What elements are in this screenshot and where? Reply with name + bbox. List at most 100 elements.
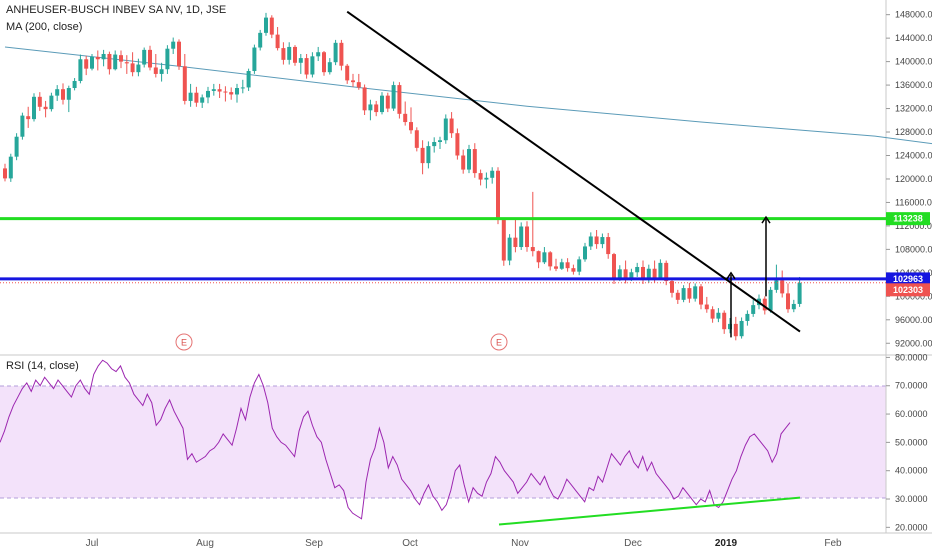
candle-body [3,168,7,179]
time-tick-label: Oct [402,538,418,549]
chart-title: ANHEUSER-BUSCH INBEV SA NV, 1D, JSE [6,4,227,16]
candle-body [414,130,419,148]
candle-body [739,320,744,337]
candle-body [559,262,564,269]
candle-body [217,89,222,92]
price-badge-blue: 102963 [886,272,930,286]
candle-body [577,259,582,272]
rsi-tick-label: 20.0000 [895,522,928,532]
candle-body [693,286,698,299]
candle-body [710,309,715,319]
candle-body [287,46,292,60]
candle-body [188,92,193,101]
candle-body [84,59,89,69]
time-tick-label: Feb [824,538,842,549]
candle-body [124,62,129,64]
rsi-divergence-line[interactable] [498,496,801,526]
rsi-overbought-oversold-band [0,386,886,498]
candle-body [420,147,425,164]
candle-body [148,49,152,68]
rsi-axis[interactable]: 20.0000 30.0000 40.0000 50.0000 60.0000 70.00… [886,352,928,532]
candle-body [571,268,576,272]
candle-body [269,17,274,35]
candle-body [606,237,611,255]
candle-body [275,34,280,49]
rsi-tick-label: 60.0000 [895,409,928,419]
candle-body [733,323,738,337]
candle-body [565,262,570,269]
candle-body [339,42,344,66]
price-tick-label: 120000.0000 [895,174,932,184]
candle-body [368,104,373,111]
candle-body [182,66,187,101]
candle-body [675,292,680,300]
candle-body [588,236,593,247]
candle-body [670,281,674,293]
candle-body [513,237,518,248]
candle-body [403,113,408,123]
price-badge-last: 102303 [886,283,930,297]
candle-body [449,118,454,134]
ma-legend[interactable]: MA (200, close) [6,21,83,33]
candle-body [194,92,199,103]
candle-body [107,53,112,70]
candle-body [223,91,228,93]
candle-body [298,58,303,63]
candle-body [322,52,326,73]
rsi-tick-label: 40.0000 [895,466,928,476]
candle-body [264,17,268,33]
candle-body [455,133,460,156]
downtrend-line[interactable] [346,10,801,333]
price-tick-label: 128000.0000 [895,127,932,137]
candle-body [90,56,94,69]
price-tick-label: 100000.0000 [895,291,932,301]
candle-body [745,313,750,321]
time-tick-label: Nov [511,538,529,549]
candle-body [478,173,483,180]
candle-body [153,67,158,74]
candle-body [443,118,448,141]
candle-body [501,219,506,261]
candle-body [472,149,477,174]
candle-body [37,96,42,107]
candle-body [507,237,512,261]
candle-body [635,266,640,273]
candle-body [542,252,547,263]
candle-body [484,177,489,180]
candle-body [617,269,622,280]
rsi-legend[interactable]: RSI (14, close) [6,360,79,372]
price-tick-label: 92000.0000 [895,338,932,348]
candle-body [136,64,141,73]
time-tick-label: Sep [305,538,323,549]
candle-body [72,80,77,89]
candle-body [142,49,147,65]
arrow-head [726,271,736,280]
candle-body [14,136,19,157]
time-tick-label: Jul [86,538,99,549]
candle-body [240,87,245,89]
candle-body [356,82,361,88]
candle-body [130,63,135,73]
candle-body [525,226,529,248]
candle-body [519,226,524,248]
candle-body [43,106,48,110]
price-tick-label: 132000.0000 [895,104,932,114]
candle-body [797,282,802,304]
candle-body [206,90,210,98]
candle-body [461,155,466,170]
time-tick-label: 2019 [715,538,738,549]
candle-body [548,252,553,267]
last-price-label: 102303 [893,285,923,295]
candle-body [762,298,767,311]
earnings-circle [175,333,193,351]
candle-body [594,236,599,245]
candle-body [629,272,634,279]
price-tick-label: 124000.0000 [895,150,932,160]
candle-body [652,268,657,278]
time-axis[interactable]: Jul Aug Sep Oct Nov Dec 2019 Feb [86,538,842,549]
candle-body [623,269,628,279]
candle-body [426,146,431,164]
price-tick-label: 136000.0000 [895,80,932,90]
target-arrows[interactable] [726,215,771,338]
